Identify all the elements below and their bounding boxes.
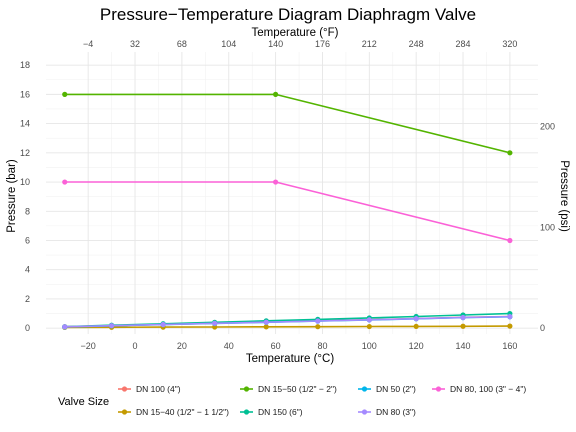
y2-tick-label: 200 [540,122,555,132]
x-tick-label: 20 [177,341,187,351]
data-point [507,323,513,329]
series-line [64,315,510,328]
x2-tick-label: 320 [502,39,517,49]
x-tick-label: −20 [81,341,96,351]
data-point [460,314,466,321]
y2-tick-label: 0 [540,323,545,333]
data-point [109,323,115,329]
series-layer [62,91,513,331]
x2-tick-label: 284 [456,39,471,49]
x-tick-label: 160 [502,341,517,351]
legend-title: Valve Size [58,396,109,408]
data-point [366,323,372,330]
x-tick-label: 140 [456,341,471,351]
chart-title: Pressure−Temperature Diagram Diaphragm V… [100,5,476,24]
data-point [273,179,279,185]
tick-labels: −20 0 20 40 60 80 100 120 140 160024681012141618−… [20,39,555,351]
x2-axis-title: Temperature (°F) [251,27,338,39]
data-point [460,323,466,329]
data-point [62,324,68,330]
y-tick-label: 0 [25,323,30,333]
y2-tick-label: 100 [540,222,555,232]
data-point [315,318,321,324]
data-point [413,323,419,330]
data-point [62,91,68,97]
x-axis-title: Temperature (°C) [246,353,334,365]
x-tick-label: 60 [271,341,281,351]
y-tick-label: 16 [20,89,30,99]
data-point [62,179,68,185]
legend-key-point [361,386,368,392]
legend-label: DN 50 (2") [376,384,416,394]
data-point [273,91,279,97]
y-tick-label: 10 [20,177,30,187]
legend-label: DN 15−40 (1/2" − 1 1/2") [136,407,229,417]
data-point [315,324,321,330]
y-tick-label: 8 [25,206,30,216]
x2-tick-label: 104 [221,39,236,49]
legend-key-point [243,409,250,415]
y-tick-label: 18 [20,60,30,70]
x2-tick-label: 212 [362,39,377,49]
y-tick-label: 2 [25,294,30,304]
x2-tick-label: 68 [177,39,187,49]
legend-key-point [243,386,250,392]
x-tick-label: 80 [317,341,327,351]
data-point [507,237,513,244]
series-line [64,325,510,329]
legend-label: DN 100 (4") [136,384,181,394]
y-tick-label: 6 [25,235,30,245]
x-tick-label: 0 [133,341,138,351]
x-tick-label: 40 [224,341,234,351]
legend-key-point [361,409,368,415]
data-point [263,319,269,325]
legend-key-point [435,386,442,392]
data-point [366,317,372,323]
data-point [413,316,419,322]
legend-key-point [121,386,128,392]
legend-label: DN 80, 100 (3" − 4") [450,384,526,394]
data-point [507,314,513,320]
x2-tick-label: 248 [409,39,424,49]
legend: Valve Size DN 100 (4") DN 15−40 (1/2" − 1… [58,384,526,417]
y-tick-label: 12 [20,148,30,158]
data-point [507,150,513,156]
legend-key-point [121,409,128,415]
legend-label: DN 150 (6") [258,407,303,417]
grid [46,52,538,334]
x2-tick-label: 176 [315,39,330,49]
y2-axis-title: Pressure (psi) [558,160,570,232]
x2-tick-label: 140 [268,39,283,49]
y-axis-title: Pressure (bar) [6,159,18,233]
legend-label: DN 15−50 (1/2" − 2") [258,384,337,394]
y-tick-label: 14 [20,119,30,129]
data-point [160,321,166,328]
legend-label: DN 80 (3") [376,407,416,417]
x2-tick-label: −4 [83,39,93,49]
y-tick-label: 4 [25,265,30,275]
x-tick-label: 100 [362,341,377,351]
data-point [263,324,269,330]
x-tick-label: 120 [409,341,424,351]
data-point [212,320,218,326]
x2-tick-label: 32 [130,39,140,49]
